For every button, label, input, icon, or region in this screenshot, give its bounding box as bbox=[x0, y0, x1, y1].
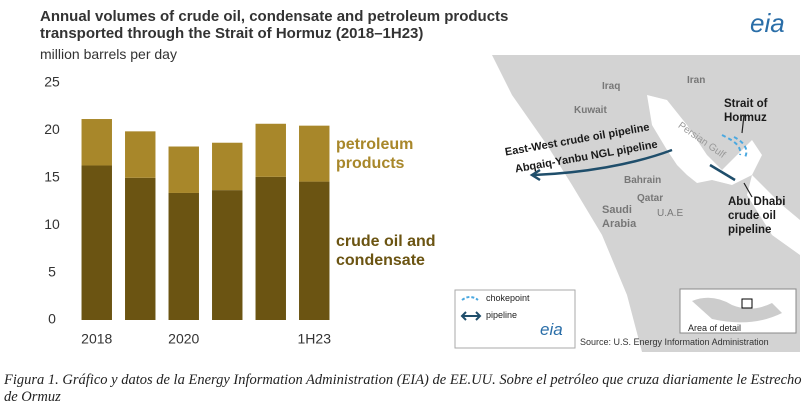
red-sea bbox=[452, 55, 642, 352]
y-tick-label: 20 bbox=[44, 121, 60, 137]
map-label: Abu Dhabi crude oil pipeline bbox=[728, 196, 786, 236]
bar bbox=[299, 181, 330, 320]
chart: 0 5 10 15 20 25 2018 2020 1H23 bbox=[44, 74, 332, 347]
bar bbox=[255, 123, 286, 177]
map-label: Saudi Arabia bbox=[602, 204, 637, 230]
chokepoint-marker bbox=[733, 136, 748, 160]
bar bbox=[81, 119, 112, 166]
pointer bbox=[743, 182, 753, 198]
caption: Figura 1. Gráfico y datos de la Energy I… bbox=[4, 372, 802, 405]
legend-chokepoint-icon bbox=[461, 296, 479, 301]
x-tick-label: 2020 bbox=[168, 331, 199, 347]
chart-title: Annual volumes of crude oil, condensate … bbox=[40, 8, 509, 42]
series-label: petroleum products bbox=[336, 135, 414, 172]
pipeline bbox=[709, 163, 736, 182]
bar bbox=[299, 125, 330, 182]
map-label: U.A.E bbox=[657, 208, 684, 219]
map-label: Qatar bbox=[637, 193, 664, 204]
x-tick-label: 1H23 bbox=[298, 331, 332, 347]
y-tick-label: 5 bbox=[48, 263, 56, 279]
map-label: Iran bbox=[687, 75, 706, 86]
logo: eia bbox=[540, 320, 563, 339]
pipeline bbox=[533, 148, 673, 177]
inset-land bbox=[692, 297, 782, 323]
y-tick-label: 25 bbox=[44, 74, 60, 90]
bar bbox=[125, 131, 156, 178]
inset-area bbox=[741, 298, 753, 309]
y-tick-label: 10 bbox=[44, 216, 60, 232]
inset-label: Area of detail bbox=[688, 323, 742, 333]
y-tick-label: 0 bbox=[48, 311, 56, 327]
map-label: Strait of Hormuz bbox=[724, 98, 768, 124]
bar bbox=[168, 146, 199, 193]
chart-subtitle: million barrels per day bbox=[40, 46, 177, 62]
arrow-head bbox=[529, 168, 541, 182]
map-shapes bbox=[452, 55, 800, 352]
logo: eia bbox=[750, 8, 785, 38]
map: Iraq Iran Kuwait Persian Gulf East-West … bbox=[452, 55, 800, 352]
gulf-of-oman bbox=[747, 175, 800, 255]
bar bbox=[255, 176, 286, 320]
bar bbox=[212, 142, 243, 191]
y-tick-label: 15 bbox=[44, 169, 60, 185]
chokepoint-marker bbox=[721, 134, 742, 156]
legend-label: chokepoint bbox=[486, 293, 530, 303]
legend-label: pipeline bbox=[486, 310, 518, 320]
map-label: Bahrain bbox=[624, 175, 662, 186]
bar bbox=[212, 190, 243, 320]
bar bbox=[125, 177, 156, 320]
pointer bbox=[741, 114, 745, 134]
map-label: Iraq bbox=[602, 81, 621, 92]
map-legend-box bbox=[454, 289, 576, 349]
map-source: Source: U.S. Energy Information Administ… bbox=[580, 337, 769, 347]
bar bbox=[81, 165, 112, 320]
persian-gulf bbox=[647, 95, 762, 185]
legend-pipeline-icon bbox=[460, 311, 482, 321]
x-tick-label: 2018 bbox=[81, 331, 112, 347]
map-label: Kuwait bbox=[574, 105, 607, 116]
bar bbox=[168, 192, 199, 320]
series-label: crude oil and condensate bbox=[336, 232, 436, 269]
